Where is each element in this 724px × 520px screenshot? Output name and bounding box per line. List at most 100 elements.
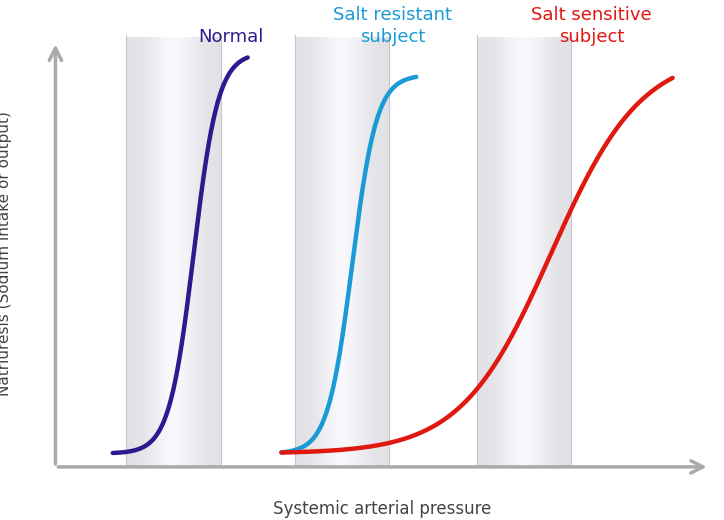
Bar xyxy=(523,37,525,467)
Bar xyxy=(359,37,362,467)
Bar xyxy=(344,37,346,467)
Bar xyxy=(369,37,371,467)
Bar xyxy=(382,37,384,467)
Bar xyxy=(477,37,479,467)
Bar xyxy=(535,37,537,467)
Bar xyxy=(510,37,513,467)
Bar xyxy=(134,37,136,467)
Bar xyxy=(135,37,138,467)
Text: Natriuresis (Sodium intake or output): Natriuresis (Sodium intake or output) xyxy=(0,111,12,396)
Text: Normal: Normal xyxy=(198,28,264,46)
Bar xyxy=(312,37,314,467)
Bar xyxy=(565,37,568,467)
Bar xyxy=(518,37,520,467)
Bar xyxy=(367,37,369,467)
Bar xyxy=(383,37,385,467)
Text: Salt resistant
subject: Salt resistant subject xyxy=(333,6,452,46)
Bar xyxy=(327,37,329,467)
Bar xyxy=(540,37,542,467)
Bar xyxy=(364,37,366,467)
Bar xyxy=(548,37,550,467)
Bar xyxy=(308,37,310,467)
Bar xyxy=(342,37,345,467)
Bar xyxy=(143,37,146,467)
Bar xyxy=(513,37,515,467)
Bar xyxy=(552,37,555,467)
Bar xyxy=(320,37,322,467)
Bar xyxy=(139,37,141,467)
Bar xyxy=(499,37,501,467)
Bar xyxy=(358,37,360,467)
Bar xyxy=(309,37,311,467)
Bar xyxy=(158,37,160,467)
Bar xyxy=(497,37,500,467)
Bar xyxy=(481,37,484,467)
Bar xyxy=(563,37,566,467)
Bar xyxy=(355,37,357,467)
Bar xyxy=(313,37,316,467)
Bar xyxy=(372,37,374,467)
Bar xyxy=(556,37,558,467)
Bar xyxy=(334,37,337,467)
Bar xyxy=(214,37,216,467)
Bar xyxy=(329,37,332,467)
Bar xyxy=(167,37,169,467)
Bar xyxy=(328,37,330,467)
Bar xyxy=(131,37,133,467)
Bar xyxy=(544,37,547,467)
Text: Salt sensitive
subject: Salt sensitive subject xyxy=(531,6,652,46)
Bar xyxy=(311,37,313,467)
Bar xyxy=(195,37,198,467)
Bar xyxy=(151,37,153,467)
Bar xyxy=(186,37,188,467)
Bar xyxy=(304,37,306,467)
Bar xyxy=(484,37,486,467)
Bar xyxy=(479,37,481,467)
Bar xyxy=(202,37,204,467)
Bar xyxy=(554,37,556,467)
Bar xyxy=(183,37,185,467)
Bar xyxy=(539,37,541,467)
Bar xyxy=(507,37,509,467)
Bar xyxy=(174,37,176,467)
Bar xyxy=(147,37,149,467)
Bar xyxy=(142,37,144,467)
Bar xyxy=(386,37,389,467)
Bar xyxy=(175,37,177,467)
Bar xyxy=(568,37,571,467)
Bar xyxy=(536,37,539,467)
Bar xyxy=(361,37,363,467)
Bar xyxy=(169,37,171,467)
Bar xyxy=(547,37,549,467)
Bar xyxy=(559,37,561,467)
Bar xyxy=(340,37,342,467)
Bar xyxy=(363,37,365,467)
Bar xyxy=(198,37,201,467)
Bar xyxy=(188,37,190,467)
Bar xyxy=(347,37,349,467)
Bar xyxy=(217,37,220,467)
Bar xyxy=(384,37,387,467)
Bar xyxy=(162,37,165,467)
Bar xyxy=(211,37,214,467)
Bar xyxy=(296,37,299,467)
Bar xyxy=(521,37,523,467)
Bar xyxy=(534,37,536,467)
Bar xyxy=(531,37,533,467)
Bar xyxy=(529,37,531,467)
Bar xyxy=(353,37,355,467)
Bar xyxy=(156,37,159,467)
Bar xyxy=(331,37,333,467)
Bar xyxy=(203,37,206,467)
Bar xyxy=(502,37,505,467)
Bar xyxy=(500,37,503,467)
Bar xyxy=(178,37,180,467)
Bar xyxy=(527,37,530,467)
Bar xyxy=(181,37,184,467)
Bar xyxy=(375,37,377,467)
Bar xyxy=(493,37,495,467)
Bar xyxy=(166,37,168,467)
Bar xyxy=(193,37,195,467)
Bar xyxy=(388,37,390,467)
Bar xyxy=(551,37,553,467)
